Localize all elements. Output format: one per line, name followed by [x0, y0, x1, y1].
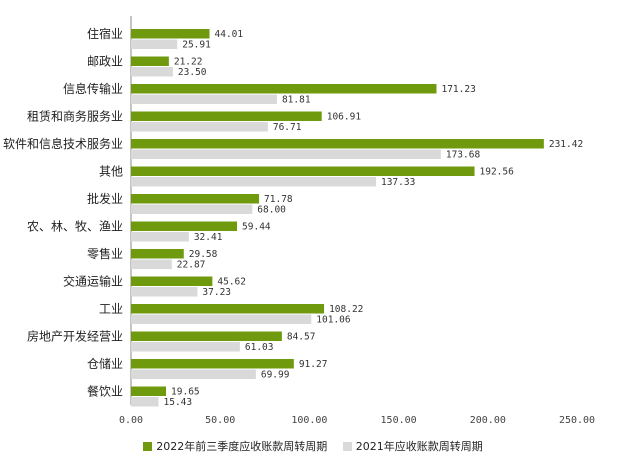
value-label-2022: 106.91 [327, 112, 362, 123]
bar-2022 [131, 386, 167, 396]
value-label-2021: 61.03 [245, 342, 274, 353]
category-label: 仓储业 [87, 356, 123, 371]
category-label: 工业 [99, 302, 123, 316]
bar-2021 [131, 342, 240, 352]
value-label-2021: 76.71 [273, 122, 302, 133]
value-label-2022: 171.23 [441, 84, 475, 95]
x-tick-label: 50.00 [205, 415, 235, 426]
bar-2022 [131, 29, 210, 39]
value-label-2021: 23.50 [178, 67, 207, 78]
x-ticks-group: 0.00 50.00 100.00 150.00 200.00 250.00 [119, 415, 595, 426]
value-label-2022: 192.56 [480, 167, 515, 178]
value-label-2022: 231.42 [549, 139, 583, 150]
bar-2021 [131, 204, 253, 214]
value-label-2022: 45.62 [217, 277, 246, 288]
value-label-2021: 32.41 [194, 232, 223, 243]
category-label: 其他 [99, 164, 123, 178]
legend-swatch-2021 [342, 441, 352, 451]
bar-2021 [131, 314, 312, 324]
legend-item-2021: 2021年应收账款周转周期 [342, 438, 483, 454]
legend-label-2021: 2021年应收账款周转周期 [355, 440, 483, 453]
category-label: 交通运输业 [63, 273, 123, 288]
value-label-2022: 59.44 [242, 222, 271, 233]
value-label-2021: 25.91 [182, 40, 211, 51]
bar-2022 [131, 84, 437, 94]
value-label-2021: 137.33 [381, 177, 415, 188]
value-label-2022: 71.78 [264, 194, 293, 205]
bar-2021 [131, 232, 189, 242]
x-tick-label: 150.00 [381, 415, 417, 426]
bar-2022 [131, 221, 238, 231]
legend: 2022年前三季度应收账款周转周期 2021年应收账款周转周期 [0, 438, 626, 454]
value-label-2021: 81.81 [282, 95, 311, 106]
bar-2021 [131, 94, 277, 104]
category-label: 软件和信息技术服务业 [3, 136, 123, 151]
value-label-2022: 19.65 [171, 387, 200, 398]
value-label-2022: 44.01 [215, 29, 244, 40]
value-label-2022: 84.57 [287, 332, 316, 343]
bar-2021 [131, 259, 172, 269]
bar-2022 [131, 359, 294, 369]
bar-2021 [131, 177, 376, 187]
value-label-2022: 29.58 [189, 249, 218, 260]
bar-2022 [131, 111, 322, 121]
bar-2021 [131, 39, 178, 49]
value-label-2021: 69.99 [261, 370, 290, 381]
bar-2022 [131, 139, 544, 149]
x-tick-label: 250.00 [559, 415, 595, 426]
legend-swatch-2022 [143, 441, 153, 451]
bar-2022 [131, 331, 282, 341]
bar-2022 [131, 249, 184, 259]
value-label-2022: 108.22 [329, 304, 363, 315]
legend-item-2022: 2022年前三季度应收账款周转周期 [143, 438, 327, 454]
category-label: 住宿业 [87, 26, 123, 41]
bars-group [131, 29, 544, 407]
value-label-2021: 68.00 [257, 205, 286, 216]
bar-2021 [131, 122, 268, 132]
bar-2021 [131, 287, 198, 297]
bar-2022 [131, 276, 213, 286]
bar-2022 [131, 194, 260, 204]
value-label-2021: 173.68 [446, 150, 481, 161]
category-label: 餐饮业 [87, 383, 123, 398]
value-label-2022: 21.22 [174, 57, 203, 68]
bar-2021 [131, 369, 256, 379]
x-tick-label: 200.00 [470, 415, 506, 426]
legend-label-2022: 2022年前三季度应收账款周转周期 [156, 440, 328, 453]
bar-2021 [131, 397, 159, 407]
value-label-2021: 37.23 [202, 287, 231, 298]
value-label-2021: 101.06 [316, 315, 351, 326]
x-tick-label: 100.00 [291, 415, 327, 426]
category-label: 农、林、牧、渔业 [27, 219, 123, 233]
value-label-2021: 15.43 [164, 397, 193, 408]
category-label: 租赁和商务服务业 [27, 108, 123, 123]
x-tick-label: 0.00 [119, 415, 143, 426]
category-label: 零售业 [87, 246, 123, 261]
category-label: 邮政业 [87, 54, 123, 68]
value-label-2021: 22.87 [177, 260, 206, 271]
value-label-2022: 91.27 [299, 359, 328, 370]
bar-2022 [131, 166, 475, 176]
bar-2022 [131, 56, 169, 66]
category-label: 房地产开发经营业 [27, 328, 123, 343]
category-label: 批发业 [87, 191, 123, 206]
bar-2021 [131, 149, 441, 159]
category-label: 信息传输业 [63, 81, 123, 96]
bar-2022 [131, 304, 325, 314]
bar-2021 [131, 67, 173, 77]
